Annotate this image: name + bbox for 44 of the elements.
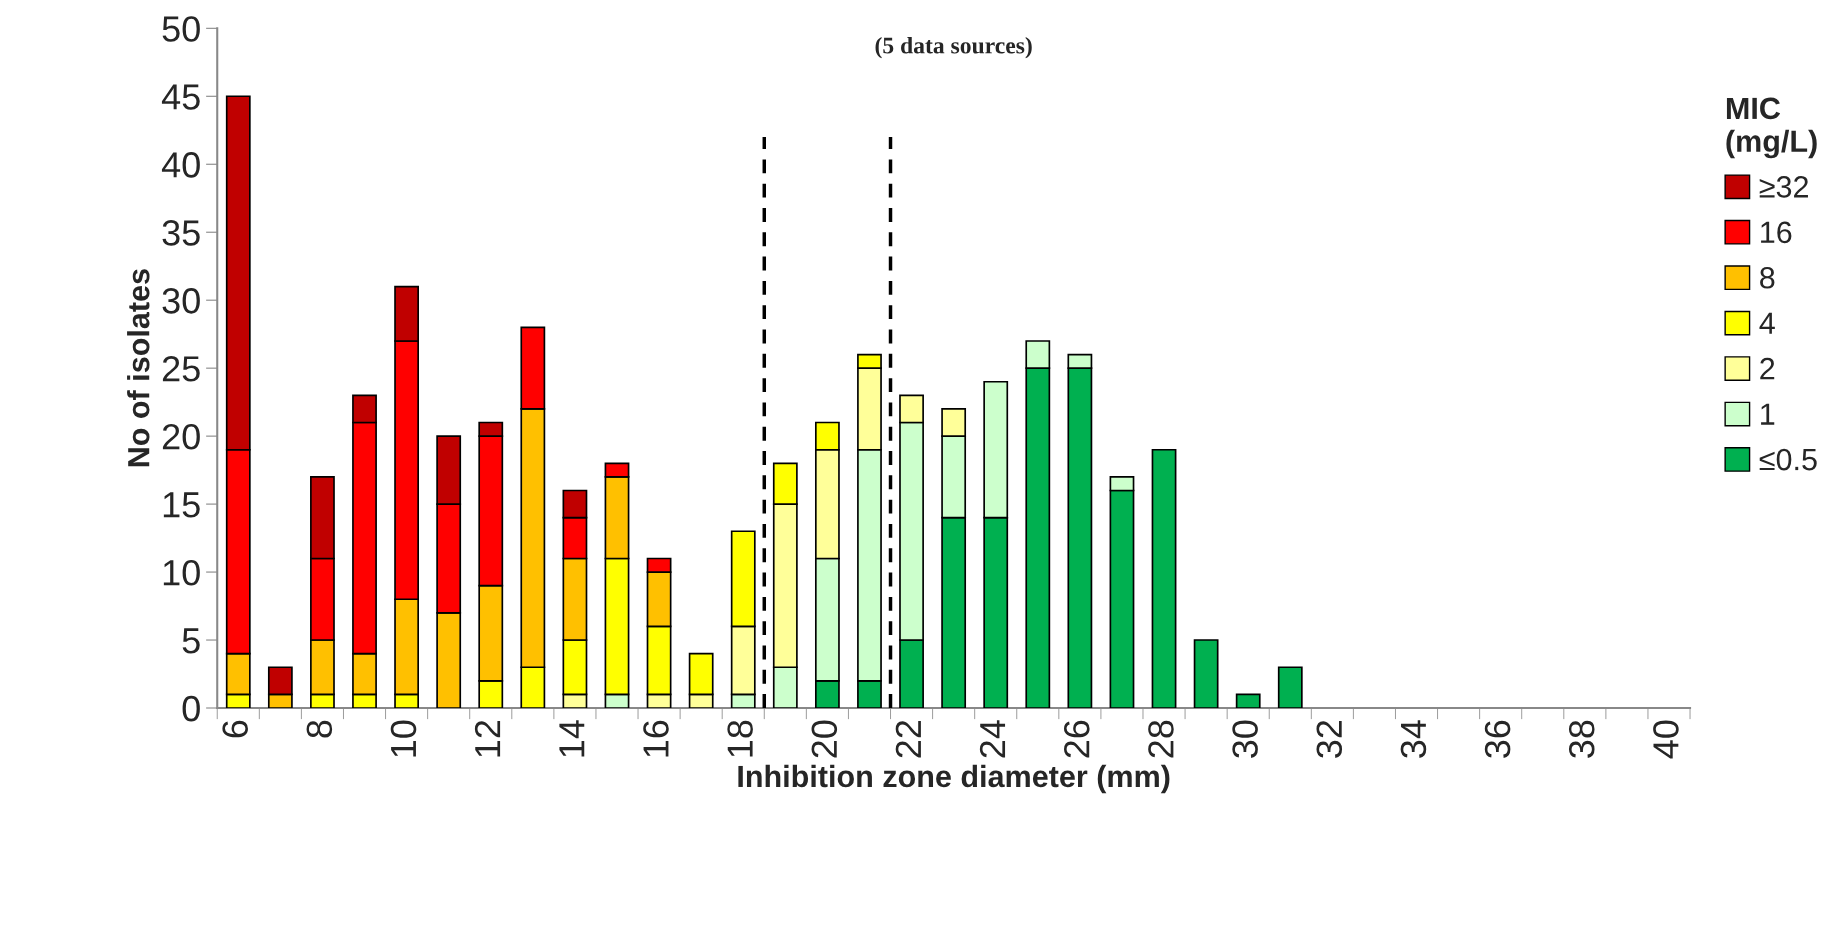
x-tick-label: 16 <box>643 720 669 757</box>
x-axis-title: Inhibition zone diameter (mm) <box>738 764 1170 794</box>
y-tick-label: 25 <box>162 356 200 382</box>
x-tick-label: 18 <box>727 720 753 757</box>
y-tick-label: 35 <box>162 220 200 246</box>
x-tick-label: 12 <box>474 720 501 757</box>
bar <box>1277 666 1303 708</box>
y-tick-label: 30 <box>162 288 200 314</box>
x-tick-label: 6 <box>222 720 248 738</box>
x-tick-label: 32 <box>1316 720 1343 758</box>
bar <box>1193 639 1219 708</box>
legend-title: MIC (mg/L) <box>1726 97 1817 159</box>
x-tick-label: 30 <box>1232 720 1258 758</box>
x-tick-label: 38 <box>1568 720 1595 758</box>
legend-label: 2 <box>1760 357 1775 380</box>
y-tick-label: 20 <box>162 424 200 450</box>
x-tick-label: 14 <box>559 720 585 757</box>
legend-label: 1 <box>1761 403 1775 425</box>
legend-label: 16 <box>1761 221 1792 244</box>
bar <box>1151 448 1177 708</box>
x-tick-label: 40 <box>1653 720 1679 759</box>
chart-title: (5 data sources) <box>875 36 1032 59</box>
x-tick-label: 22 <box>895 720 921 758</box>
x-tick-label: 20 <box>811 720 838 758</box>
x-tick-label: 26 <box>1064 720 1090 758</box>
x-tick-label: 24 <box>979 720 1006 758</box>
legend-label: 8 <box>1760 266 1775 289</box>
x-tick-label: 28 <box>1148 720 1174 758</box>
y-axis-title: No of isolates <box>127 269 150 467</box>
y-tick-label: 0 <box>182 695 200 722</box>
y-tick-label: 45 <box>161 84 200 110</box>
y-tick-label: 15 <box>163 492 200 518</box>
bar <box>1235 693 1261 708</box>
y-tick-label: 10 <box>163 559 200 586</box>
legend-label: ≥32 <box>1759 176 1808 198</box>
x-tick-label: 36 <box>1484 720 1511 758</box>
x-tick-label: 34 <box>1400 720 1427 758</box>
x-tick-label: 10 <box>390 720 417 757</box>
y-tick-label: 5 <box>182 628 200 654</box>
y-tick-label: 40 <box>161 152 200 178</box>
x-tick-label: 8 <box>306 720 333 738</box>
y-tick-label: 50 <box>162 16 200 42</box>
legend-label: 4 <box>1759 312 1775 334</box>
legend-label: ≤0.5 <box>1759 448 1817 471</box>
